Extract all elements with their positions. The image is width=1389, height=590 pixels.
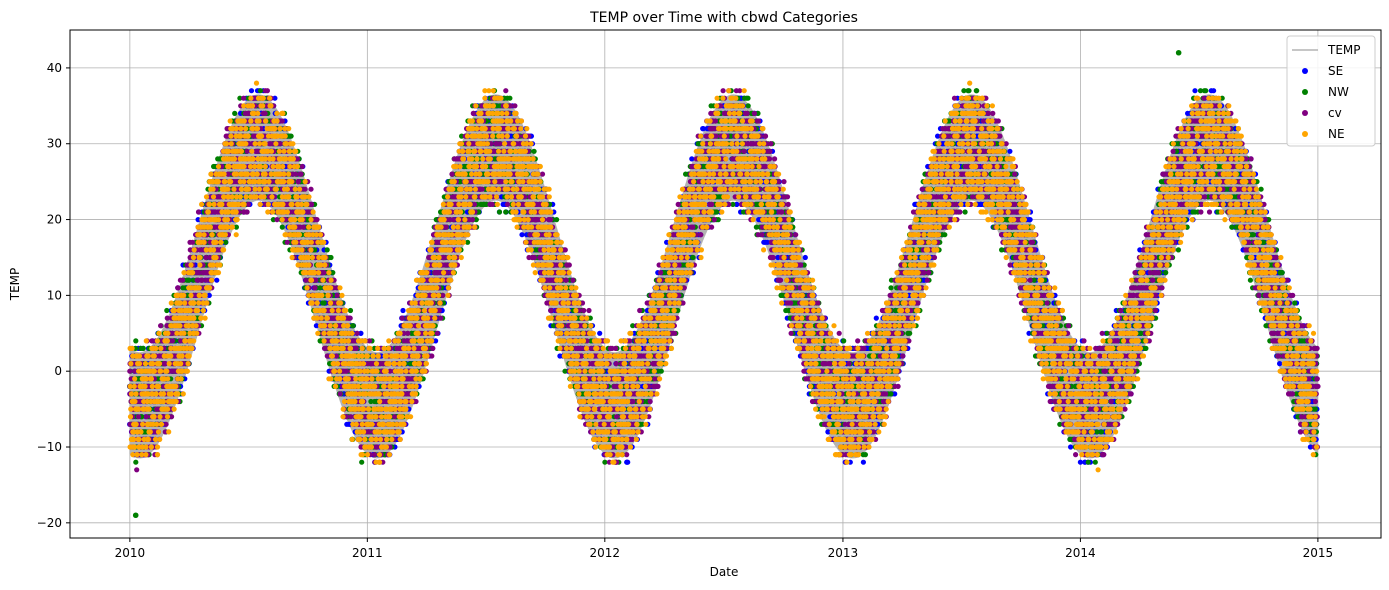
point-SE bbox=[873, 315, 879, 321]
point-SE bbox=[519, 232, 525, 238]
point-SE bbox=[625, 459, 631, 465]
point-SE bbox=[248, 88, 255, 94]
point-SE bbox=[597, 330, 603, 336]
point-SE bbox=[689, 156, 695, 162]
point-SE bbox=[272, 95, 278, 101]
point-SE bbox=[214, 277, 220, 283]
point-SE bbox=[1068, 444, 1074, 450]
point-SE bbox=[1027, 217, 1033, 223]
point-SE bbox=[802, 254, 808, 261]
point-SE bbox=[195, 217, 201, 223]
point-SE bbox=[358, 330, 364, 336]
point-SE bbox=[313, 323, 319, 329]
point-SE bbox=[860, 459, 867, 465]
point-SE bbox=[1007, 148, 1013, 154]
point-SE bbox=[400, 307, 406, 314]
chart-title: TEMP over Time with cbwd Categories bbox=[589, 10, 858, 26]
scatter-points bbox=[127, 49, 1321, 519]
point-SE bbox=[206, 292, 212, 298]
